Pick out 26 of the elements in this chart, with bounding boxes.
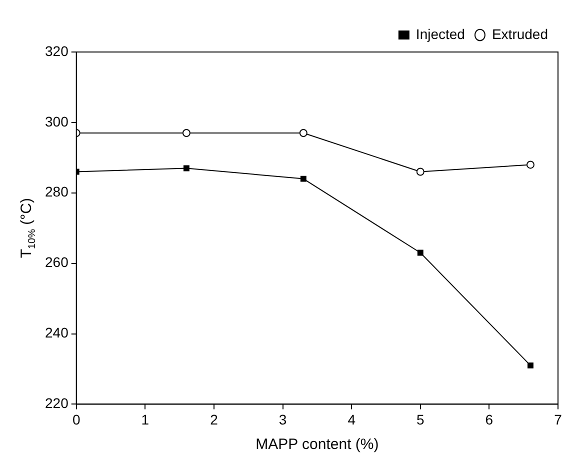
y-tick-label: 300 bbox=[45, 113, 69, 130]
y-tick-label: 220 bbox=[45, 395, 69, 412]
legend-label: Injected bbox=[416, 26, 465, 42]
point bbox=[417, 250, 424, 256]
x-tick-label: 0 bbox=[72, 411, 80, 428]
point bbox=[299, 129, 308, 138]
x-tick-label: 7 bbox=[554, 411, 562, 428]
legend-label: Extruded bbox=[492, 26, 548, 42]
y-tick-label: 320 bbox=[45, 42, 69, 59]
y-tick-label: 260 bbox=[45, 254, 69, 270]
point bbox=[182, 129, 190, 138]
x-tick-label: 6 bbox=[485, 411, 494, 428]
y-tick-label: 240 bbox=[45, 324, 69, 341]
x-tick-label: 1 bbox=[141, 411, 150, 428]
y-tick-label: 280 bbox=[45, 184, 69, 200]
point bbox=[300, 176, 306, 182]
point bbox=[416, 168, 424, 176]
x-tick-label: 2 bbox=[210, 411, 218, 428]
point bbox=[183, 165, 190, 172]
x-tick-label: 5 bbox=[416, 411, 424, 428]
point bbox=[528, 362, 534, 368]
x-tick-label: 4 bbox=[348, 411, 356, 428]
x-tick-label: 3 bbox=[278, 411, 287, 428]
x-axis-title: MAPP content (%) bbox=[256, 436, 379, 454]
point bbox=[526, 160, 534, 169]
y-axis-title: T10% (°C) bbox=[18, 198, 38, 258]
